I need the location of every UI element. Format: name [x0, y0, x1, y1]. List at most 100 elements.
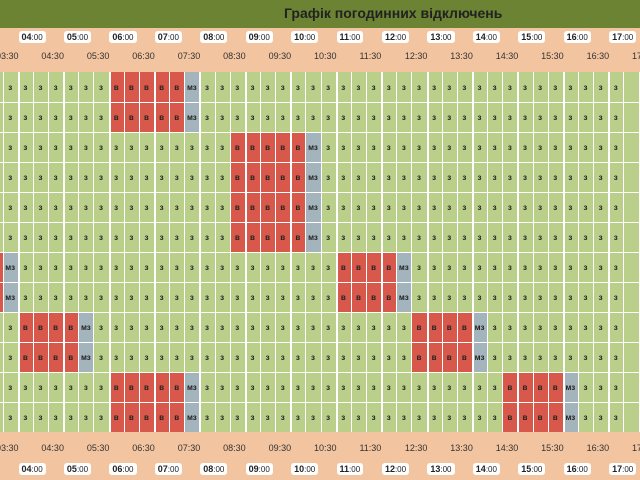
- schedule-cell: з: [0, 312, 3, 342]
- schedule-cell: з: [577, 162, 594, 192]
- schedule-cell: з: [214, 72, 230, 102]
- schedule-cell: з: [260, 402, 276, 432]
- schedule-cell: з: [502, 312, 518, 342]
- schedule-cell: з: [63, 252, 79, 282]
- schedule-cell: з: [608, 252, 624, 282]
- schedule-cell: з: [229, 372, 245, 402]
- schedule-cell: з: [229, 252, 245, 282]
- schedule-cell: з: [562, 192, 578, 222]
- grid-line-horizontal: [0, 222, 640, 223]
- half-hour-label: 15:30: [541, 443, 564, 453]
- schedule-cell: з: [502, 72, 518, 102]
- schedule-cell: з: [108, 132, 124, 162]
- schedule-cell: в: [290, 192, 306, 222]
- schedule-cell: з: [63, 132, 79, 162]
- hour-label: 08:00: [200, 463, 228, 475]
- schedule-cell: з: [502, 162, 518, 192]
- schedule-cell: з: [547, 132, 563, 162]
- schedule-cell: з: [547, 222, 563, 252]
- schedule-cell: з: [562, 132, 578, 162]
- schedule-cell: в: [32, 342, 49, 372]
- schedule-cell: з: [593, 192, 609, 222]
- schedule-cell: з: [350, 372, 366, 402]
- schedule-cell: в: [275, 132, 291, 162]
- schedule-cell: з: [275, 402, 291, 432]
- schedule-cell: з: [577, 402, 594, 432]
- schedule-cell: з: [502, 192, 518, 222]
- schedule-cell: в: [123, 372, 139, 402]
- schedule-cell: з: [320, 342, 336, 372]
- half-hour-scale-bottom: 03:30 04:30 05:30 06:30 07:30 08:30 09:30 10:30…: [0, 442, 640, 456]
- schedule-cell: в: [244, 192, 260, 222]
- schedule-cell: в: [48, 342, 64, 372]
- schedule-cell: з: [63, 162, 79, 192]
- schedule-cell: з: [502, 252, 518, 282]
- schedule-cell: з: [350, 222, 366, 252]
- schedule-cell: з: [441, 192, 457, 222]
- schedule-cell: мз: [305, 222, 321, 252]
- schedule-cell: з: [138, 312, 155, 342]
- schedule-cell: з: [93, 252, 109, 282]
- schedule-cell: з: [108, 312, 124, 342]
- schedule-cell: з: [93, 342, 109, 372]
- schedule-cell: з: [471, 192, 488, 222]
- schedule-cell: з: [502, 132, 518, 162]
- schedule-cell: мз: [78, 342, 94, 372]
- schedule-cell: з: [532, 192, 548, 222]
- schedule-cell: з: [260, 72, 276, 102]
- schedule-cell: з: [275, 72, 291, 102]
- schedule-cell: з: [426, 72, 442, 102]
- schedule-cell: з: [517, 192, 533, 222]
- schedule-cell: з: [320, 282, 336, 312]
- schedule-cell: з: [593, 252, 609, 282]
- schedule-cell: з: [366, 72, 382, 102]
- hour-label: 17:00: [609, 31, 637, 43]
- half-hour-label: 09:30: [268, 51, 292, 61]
- schedule-cell: з: [199, 162, 215, 192]
- schedule-cell: з: [290, 312, 306, 342]
- schedule-cell: з: [305, 372, 321, 402]
- schedule-cell: з: [517, 132, 533, 162]
- schedule-cell: з: [426, 372, 442, 402]
- schedule-cell: з: [532, 282, 548, 312]
- schedule-cell: з: [214, 282, 230, 312]
- schedule-cell: з: [426, 222, 442, 252]
- schedule-cell: з: [108, 222, 124, 252]
- schedule-cell: в: [350, 282, 366, 312]
- schedule-cell: з: [63, 222, 79, 252]
- schedule-cell: з: [214, 312, 230, 342]
- hour-label: 15:00: [518, 31, 546, 43]
- schedule-cell: з: [562, 312, 578, 342]
- schedule-cell: з: [335, 312, 351, 342]
- schedule-cell: в: [411, 342, 427, 372]
- schedule-cell: в: [335, 282, 351, 312]
- schedule-cell: з: [290, 72, 306, 102]
- schedule-cell: з: [593, 342, 609, 372]
- schedule-cell: з: [471, 132, 488, 162]
- schedule-cell: з: [199, 372, 215, 402]
- schedule-cell: з: [441, 222, 457, 252]
- schedule-cell: з: [199, 192, 215, 222]
- grid-line-horizontal: [0, 372, 640, 373]
- schedule-cell: в: [441, 312, 457, 342]
- schedule-cell: з: [517, 72, 533, 102]
- schedule-cell: з: [169, 192, 185, 222]
- schedule-cell: в: [456, 342, 472, 372]
- schedule-cell: з: [608, 372, 624, 402]
- schedule-cell: з: [366, 192, 382, 222]
- schedule-cell: з: [275, 342, 291, 372]
- schedule-cell: з: [184, 192, 200, 222]
- half-hour-label: 17:30: [632, 443, 640, 453]
- schedule-cell: з: [17, 132, 33, 162]
- schedule-cell: з: [320, 162, 336, 192]
- hour-label: 14:00: [472, 463, 500, 475]
- schedule-cell: з: [199, 102, 215, 132]
- schedule-cell: з: [123, 162, 139, 192]
- schedule-cell: з: [396, 342, 412, 372]
- hour-label: 12:00: [381, 31, 410, 43]
- schedule-cell: з: [169, 132, 185, 162]
- schedule-cell: з: [290, 402, 306, 432]
- schedule-cell: з: [608, 192, 624, 222]
- schedule-cell: з: [169, 342, 185, 372]
- schedule-cell: з: [229, 342, 245, 372]
